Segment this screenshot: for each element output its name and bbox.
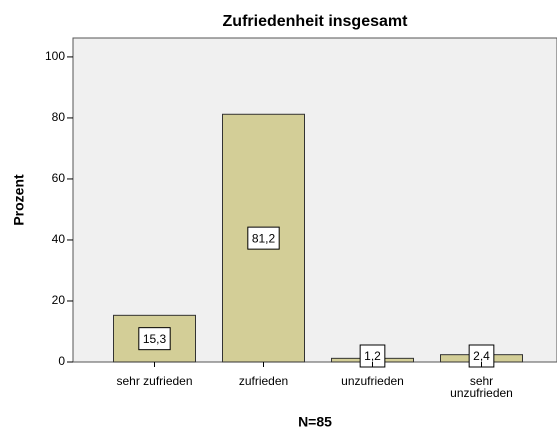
x-tick-label: zufrieden [238,374,289,388]
y-tick-label: 80 [52,110,66,124]
plot-area [72,37,557,363]
chart-title: Zufriedenheit insgesamt [223,13,409,30]
value-label-box [247,226,280,250]
y-tick-label: 100 [45,49,65,63]
x-axis-label: N=85 [298,414,332,430]
y-tick-label: 0 [58,354,65,368]
y-tick-label: 60 [52,171,66,185]
x-tick-label: unzufrieden [341,374,404,388]
y-axis-label: Prozent [11,174,27,226]
x-tick-label: sehr unzufrieden [450,374,513,400]
value-label: 1,2 [364,349,381,363]
value-label: 2,4 [473,349,490,363]
y-tick-label: 20 [52,293,66,307]
value-label: 81,2 [252,231,276,245]
y-tick-label: 40 [52,232,66,246]
value-label: 15,3 [143,332,167,346]
value-label-box [138,327,171,351]
x-tick-label: sehr zufrieden [116,374,193,388]
